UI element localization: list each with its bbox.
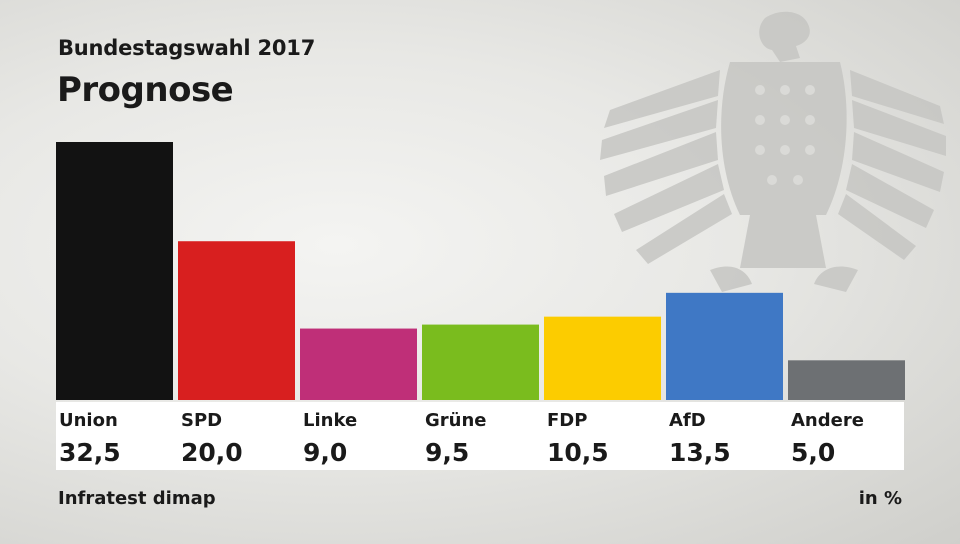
category-label: Linke [303,410,357,431]
value-label: 5,0 [791,438,835,467]
bar-5 [666,292,783,400]
bar-3 [422,324,539,400]
bar-4 [544,316,661,400]
value-label: 10,5 [547,438,609,467]
value-label: 9,0 [303,438,347,467]
bar-2 [300,328,417,400]
bar-6 [788,360,905,400]
chart-supertitle: Bundestagswahl 2017 [58,36,316,60]
category-label: SPD [181,410,222,431]
category-label: AfD [669,410,706,431]
category-label: FDP [547,410,587,431]
value-label: 13,5 [669,438,731,467]
source-label: Infratest dimap [58,488,216,509]
label-strip [56,402,904,470]
category-label: Grüne [425,410,487,431]
category-label: Andere [791,410,864,431]
unit-label: in % [858,488,902,509]
value-label: 32,5 [59,438,121,467]
bar-0 [56,142,173,400]
category-label: Union [59,410,118,431]
bar-1 [178,241,295,400]
federal-eagle-watermark [600,11,946,292]
chart-title: Prognose [57,70,234,110]
value-label: 20,0 [181,438,243,467]
value-label: 9,5 [425,438,469,467]
